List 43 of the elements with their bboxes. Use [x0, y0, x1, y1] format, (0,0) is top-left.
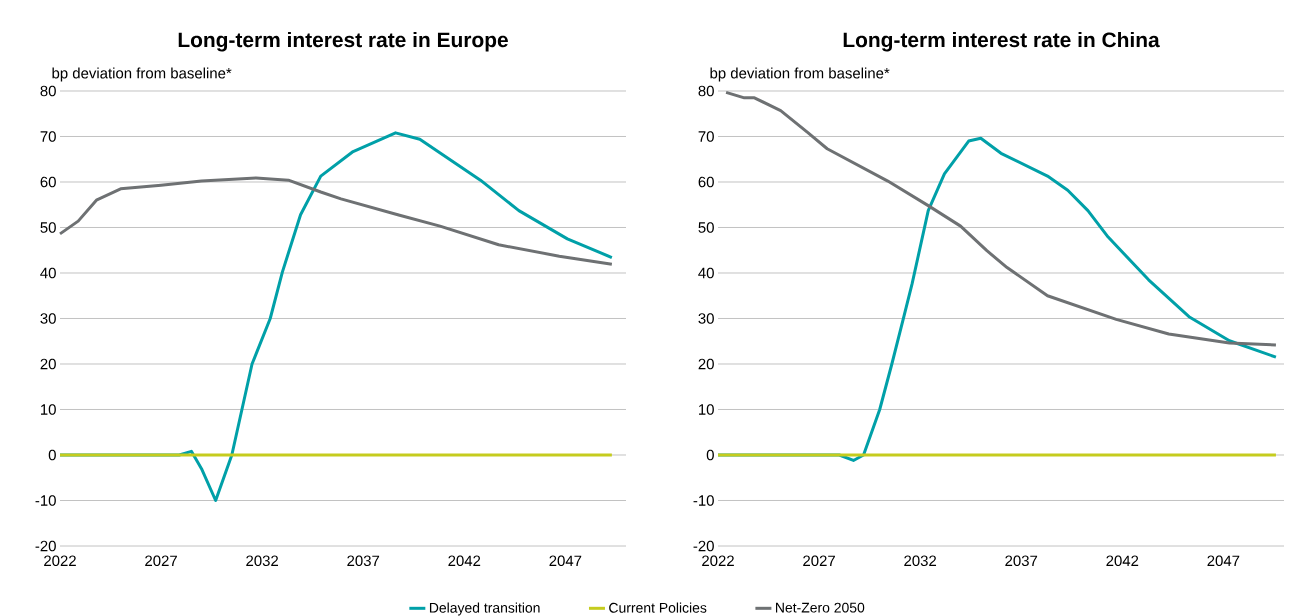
y-tick-label: 70: [40, 131, 56, 142]
legend-label: Current Policies: [609, 602, 707, 613]
line-series: [58, 176, 614, 266]
x-tick-label: 2047: [549, 555, 582, 567]
x-tick-label: 2027: [145, 555, 177, 567]
y-tick-label: -20: [693, 540, 714, 552]
x-tick-label: 2022: [44, 555, 76, 567]
y-tick-label: 20: [40, 358, 56, 370]
y-tick-label: 80: [698, 85, 714, 97]
y-tick-label: 10: [699, 404, 714, 415]
y-tick-label: 40: [40, 267, 56, 279]
y-tick-label: -20: [35, 540, 56, 552]
y-tick-label: 30: [40, 313, 56, 324]
y-axis-title: bp deviation from baseline*: [710, 67, 890, 82]
x-tick-label: 2032: [904, 555, 937, 567]
y-tick-label: 30: [698, 313, 714, 324]
y-tick-label: 70: [698, 131, 714, 142]
legend-label: Net-Zero 2050: [776, 602, 865, 613]
x-tick-label: 2037: [347, 555, 380, 567]
y-tick-label: 50: [698, 222, 714, 233]
x-tick-label: 2047: [1207, 555, 1240, 567]
chart-title: Long-term interest rate in China: [843, 31, 1160, 52]
y-tick-label: 20: [698, 358, 714, 370]
x-tick-label: 2027: [803, 555, 835, 567]
y-tick-label: -10: [693, 495, 714, 506]
y-tick-label: 50: [40, 222, 56, 233]
x-tick-label: 2042: [1106, 555, 1139, 567]
x-tick-label: 2042: [448, 555, 481, 567]
y-tick-label: -10: [35, 495, 56, 506]
x-tick-label: 2032: [246, 555, 279, 567]
legend-label: Delayed transition: [429, 602, 540, 616]
y-tick-label: 60: [40, 176, 56, 188]
y-tick-label: 0: [48, 449, 56, 461]
x-tick-label: 2022: [702, 555, 734, 567]
chart-title: Long-term interest rate in Europe: [178, 31, 508, 52]
x-tick-label: 2037: [1005, 555, 1038, 567]
y-tick-label: 40: [698, 267, 714, 279]
y-tick-label: 10: [41, 404, 56, 415]
y-tick-label: 0: [706, 449, 714, 461]
y-tick-label: 60: [698, 176, 714, 188]
y-axis-title: bp deviation from baseline*: [52, 67, 232, 82]
line-series: [724, 90, 1278, 347]
y-tick-label: 80: [40, 85, 56, 97]
